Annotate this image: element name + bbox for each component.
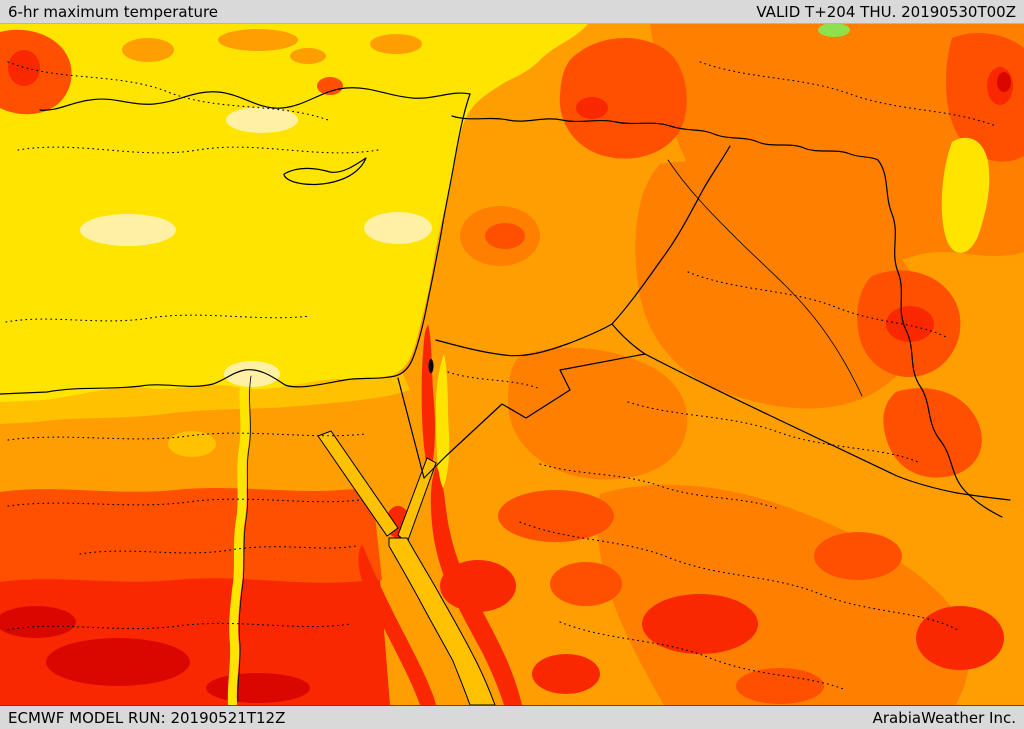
red-sea-body <box>388 537 496 705</box>
country-border-syria-iraq <box>611 145 731 325</box>
temp-region <box>642 594 758 654</box>
temp-region <box>886 306 934 342</box>
temp-region <box>0 488 382 604</box>
temp-region <box>370 34 422 54</box>
temperature-map-canvas <box>0 24 1024 705</box>
temp-region <box>736 668 824 704</box>
isotherm-dotted-line <box>7 498 361 507</box>
temp-region <box>430 466 522 705</box>
temp-region <box>941 137 990 253</box>
temp-region <box>485 223 525 249</box>
temp-region <box>80 214 176 246</box>
provider-credit: ArabiaWeather Inc. <box>872 708 1016 727</box>
temp-region <box>945 33 1024 162</box>
map-header-bar: 6-hr maximum temperature VALID T+204 THU… <box>0 0 1024 24</box>
temp-region <box>997 72 1011 92</box>
temp-region <box>122 38 174 62</box>
temp-region <box>550 562 622 606</box>
isotherm-dotted-line <box>447 371 539 389</box>
temp-region <box>883 388 982 478</box>
isotherm-dotted-line <box>519 521 959 631</box>
temperature-fill-layer <box>0 24 1024 705</box>
temp-region <box>818 24 850 37</box>
isotherm-dotted-line <box>7 61 329 121</box>
border-lines-layer <box>0 87 1011 703</box>
isotherm-dotted-line <box>539 463 777 509</box>
water-layer <box>317 359 496 705</box>
temp-region <box>0 578 390 705</box>
isotherm-dotted-line <box>17 146 379 154</box>
temp-region <box>358 544 436 705</box>
temp-region <box>364 212 432 244</box>
temp-region <box>0 24 588 402</box>
temp-region <box>290 48 326 64</box>
country-border-turkey <box>451 115 879 161</box>
temp-region <box>0 606 76 638</box>
coastline <box>0 93 471 395</box>
euphrates-river-line <box>667 159 863 397</box>
temp-region <box>46 638 190 686</box>
isotherm-dotted-line <box>5 314 311 323</box>
country-border-egypt-israel <box>397 377 425 479</box>
isotherm-dotted-line <box>559 621 847 691</box>
temperature-map <box>0 24 1024 705</box>
temp-region <box>218 29 298 51</box>
temp-region <box>498 490 614 542</box>
country-border-jordan-saudi <box>423 353 646 479</box>
isotherm-dotted-line <box>79 545 357 555</box>
temp-region <box>206 673 310 703</box>
isotherm-dotted-line <box>7 622 351 631</box>
temp-region <box>168 431 216 457</box>
temp-region <box>435 354 450 488</box>
valid-time-label: VALID T+204 THU. 20190530T00Z <box>756 2 1016 21</box>
coastline <box>39 87 471 111</box>
temp-region <box>317 77 343 95</box>
temp-region <box>916 606 1004 670</box>
temp-region <box>508 347 688 480</box>
isotherm-dotted-line <box>7 432 367 441</box>
country-border-syria-jordan <box>435 323 613 357</box>
gulf-of-suez <box>317 430 399 537</box>
model-run-label: ECMWF MODEL RUN: 20190521T12Z <box>8 708 286 727</box>
map-footer-bar: ECMWF MODEL RUN: 20190521T12Z ArabiaWeat… <box>0 705 1024 729</box>
temp-region <box>8 50 40 86</box>
map-title: 6-hr maximum temperature <box>8 2 219 21</box>
country-border-iran <box>877 159 1003 518</box>
temp-region <box>635 161 922 409</box>
dead-sea <box>428 359 434 373</box>
nile-valley-cool-strip <box>227 376 250 705</box>
temp-region <box>814 532 902 580</box>
isoline-layer <box>5 61 997 691</box>
temp-region <box>532 654 600 694</box>
temp-region <box>224 361 280 387</box>
temp-region <box>226 107 298 133</box>
temp-region <box>576 97 608 119</box>
temp-region <box>559 38 687 159</box>
nile-river-line <box>237 375 252 703</box>
isotherm-dotted-line <box>627 401 919 463</box>
cyprus-outline <box>283 157 367 186</box>
